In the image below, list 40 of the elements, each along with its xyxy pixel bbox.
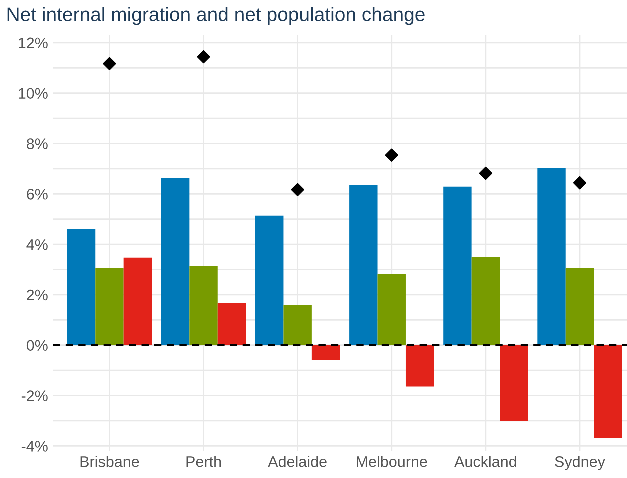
- y-tick-label: 2%: [27, 290, 48, 301]
- point: [103, 57, 116, 70]
- y-tick-label: 4%: [26, 239, 48, 250]
- y-tick-label: 6%: [27, 189, 48, 200]
- y-tick-label: 8%: [27, 138, 48, 150]
- bar: [594, 345, 622, 438]
- bar: [538, 168, 566, 346]
- bar: [96, 268, 124, 346]
- x-tick-label: Perth: [186, 456, 222, 468]
- bar: [190, 266, 218, 346]
- point: [385, 148, 398, 162]
- bar: [444, 186, 472, 346]
- bar: [161, 178, 190, 346]
- x-tick-label: Auckland: [454, 456, 516, 468]
- bar: [566, 268, 594, 346]
- y-tick-label: 10%: [19, 88, 48, 100]
- x-tick-label: Melbourne: [357, 456, 428, 468]
- point: [197, 50, 210, 64]
- point: [479, 166, 493, 180]
- point: [291, 183, 304, 196]
- bar: [500, 345, 528, 422]
- bar: [378, 274, 406, 346]
- bar: [124, 258, 152, 346]
- bar: [472, 257, 500, 346]
- chart-title: Net internal migration and net population change: [8, 7, 425, 26]
- bar: [67, 229, 96, 346]
- x-tick-label: Brisbane: [80, 456, 140, 468]
- y-tick-label: 12%: [19, 38, 48, 49]
- y-tick-label: -2%: [22, 390, 48, 402]
- point: [573, 176, 587, 190]
- bar: [350, 185, 378, 346]
- y-tick-label: -4%: [22, 441, 48, 452]
- bar: [256, 216, 284, 346]
- bar: [312, 345, 340, 360]
- bar: [284, 306, 312, 346]
- bar: [218, 304, 246, 346]
- x-tick-label: Sydney: [555, 456, 606, 470]
- bar: [406, 345, 434, 387]
- y-tick-label: 0%: [26, 340, 48, 352]
- x-tick-label: Adelaide: [268, 456, 327, 468]
